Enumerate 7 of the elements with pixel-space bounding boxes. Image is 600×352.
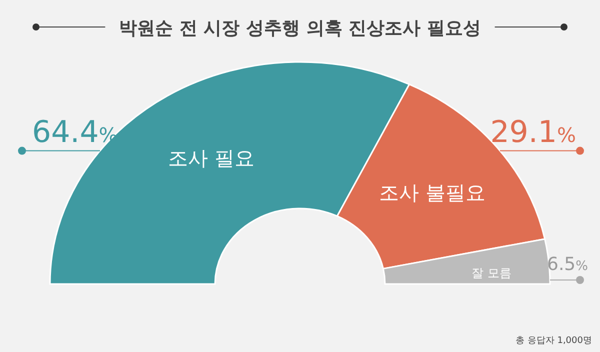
data-label: 6.5% xyxy=(547,254,588,275)
chart-title: 박원순 전 시장 성추행 의혹 진상조사 필요성 xyxy=(119,18,481,39)
data-label: 29.1% xyxy=(490,114,576,150)
text: 총 응답자 1,000명 xyxy=(516,336,592,346)
slice-label: 조사 불필요 xyxy=(379,180,486,205)
slice-label: 잘 모름 xyxy=(472,266,512,280)
slice-label: 조사 필요 xyxy=(168,146,254,170)
